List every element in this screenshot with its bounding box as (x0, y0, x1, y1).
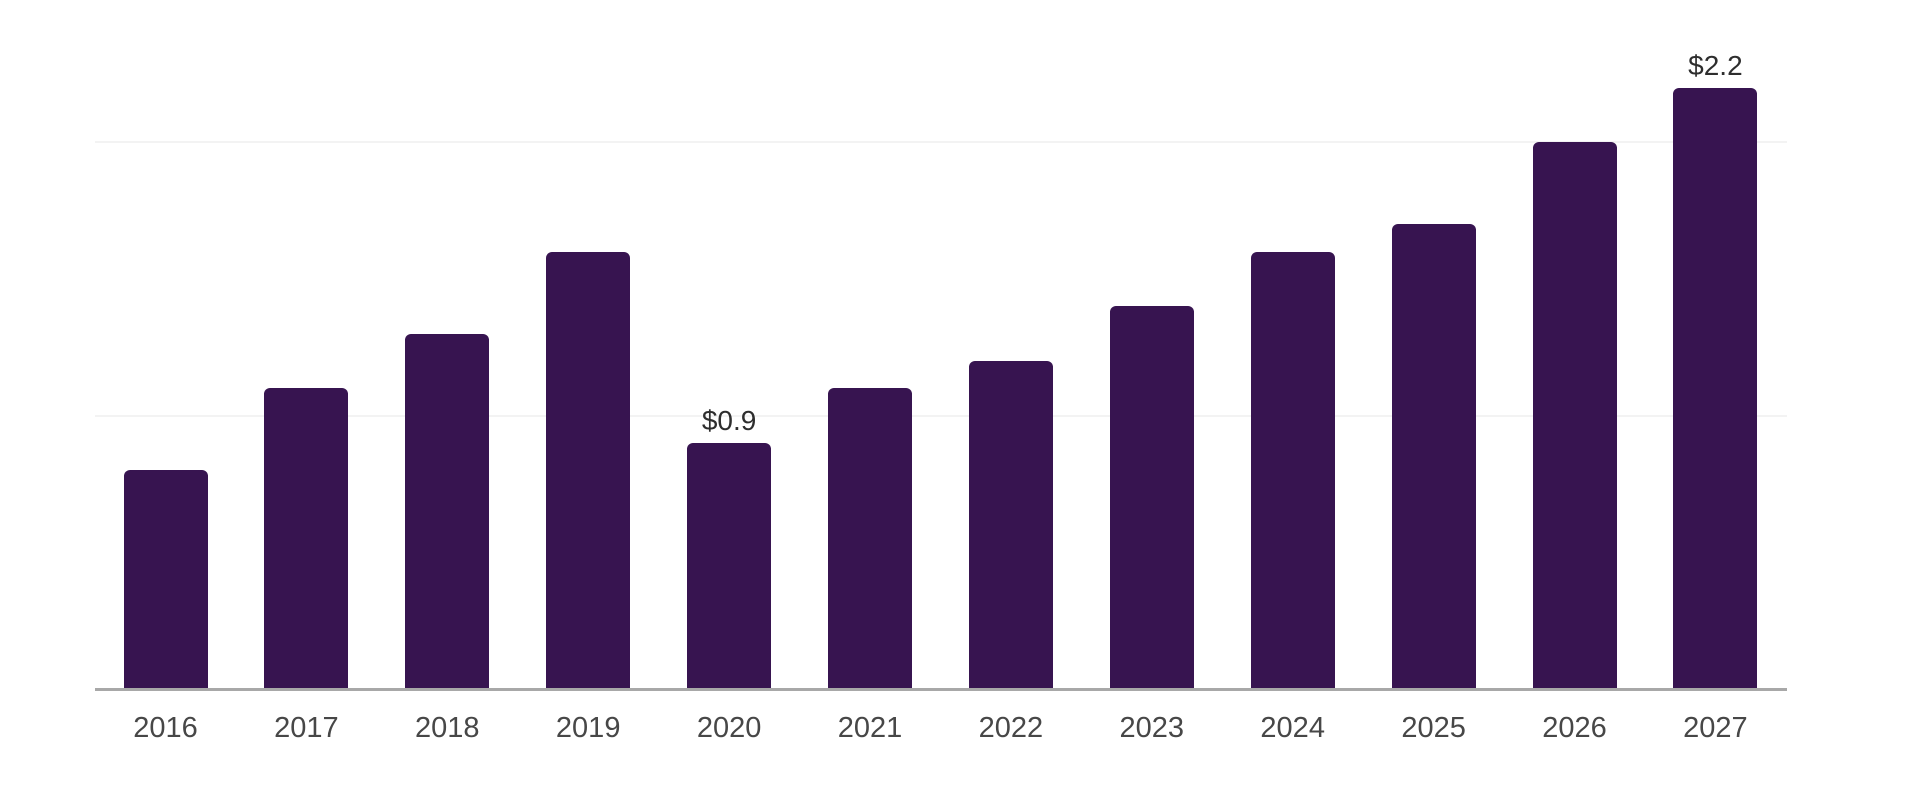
bar-2020 (687, 443, 772, 689)
x-axis-label-2023: 2023 (1119, 712, 1185, 744)
bar-2016 (123, 470, 208, 689)
x-axis-label-2027: 2027 (1683, 712, 1748, 744)
x-axis-label-2024: 2024 (1260, 712, 1325, 744)
x-axis-label-2025: 2025 (1401, 712, 1466, 744)
bar-2022 (968, 361, 1053, 689)
bar-value-label-2020: $0.9 (701, 405, 757, 437)
x-axis-label-2017: 2017 (274, 712, 339, 744)
bar-2024 (1250, 251, 1335, 689)
x-axis-label-2026: 2026 (1542, 712, 1607, 744)
x-axis-label-2016: 2016 (133, 712, 198, 744)
bar-2027 (1673, 87, 1758, 689)
x-axis-label-2019: 2019 (555, 712, 621, 744)
bar-2018 (405, 333, 490, 689)
x-axis-label-2020: 2020 (696, 712, 762, 744)
bar-2017 (264, 388, 349, 689)
x-axis-label-2021: 2021 (837, 712, 903, 744)
gridline-1 (95, 414, 1787, 417)
x-axis-label-2022: 2022 (978, 712, 1044, 744)
bar-2021 (828, 388, 912, 689)
bar-2026 (1532, 142, 1617, 689)
x-axis-label-2018: 2018 (415, 712, 480, 744)
bar-2023 (1109, 306, 1194, 689)
gridline-2 (95, 141, 1787, 144)
x-axis-line (95, 688, 1787, 691)
bar-2025 (1391, 224, 1476, 689)
bar-value-label-2027: $2.2 (1688, 49, 1743, 81)
bar-2019 (546, 251, 631, 689)
